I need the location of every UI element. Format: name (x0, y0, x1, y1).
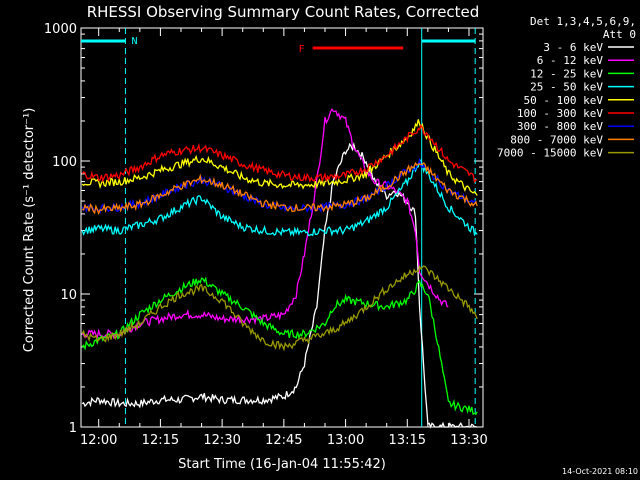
x-axis-label: Start Time (16-Jan-04 11:55:42) (178, 457, 386, 472)
legend-label: 6 - 12 keV (537, 54, 604, 67)
footer-date: 14-Oct-2021 08:10 (562, 467, 638, 476)
chart-title: RHESSI Observing Summary Count Rates, Co… (87, 3, 480, 21)
legend-header: Det 1,3,4,5,6,9, (530, 15, 636, 28)
y-tick-label: 10 (60, 288, 77, 303)
y-tick-label: 100 (52, 155, 77, 170)
x-tick-label: 12:15 (142, 433, 179, 448)
series-lines (81, 108, 478, 429)
legend-header: Att 0 (603, 28, 636, 41)
legend-label: 3 - 6 keV (543, 41, 603, 54)
legend-label: 300 - 800 keV (517, 120, 603, 133)
legend-label: 12 - 25 keV (530, 67, 603, 80)
legend-label: 50 - 100 keV (524, 94, 604, 107)
x-tick-label: 13:30 (450, 433, 487, 448)
legend-label: 100 - 300 keV (517, 107, 603, 120)
legend-label: 25 - 50 keV (530, 81, 603, 94)
plot-frame (80, 27, 484, 428)
flare-marker-label: F (299, 44, 305, 55)
y-tick-label: 1 (69, 421, 77, 436)
series-line-5 (81, 123, 478, 184)
series-line-0 (81, 141, 478, 429)
annotation-markers: NF (81, 28, 476, 427)
legend-label: 7000 - 15000 keV (497, 147, 603, 160)
y-axis: 1 10 100 1000 (44, 22, 483, 436)
x-axis: 12:00 12:15 12:30 12:45 13:00 13:15 13:30 (80, 28, 488, 448)
x-tick-label: 12:30 (203, 433, 240, 448)
series-line-7 (82, 161, 478, 216)
series-line-4 (81, 119, 478, 196)
y-axis-label: Corrected Count Rate (s⁻¹ detector⁻¹) (22, 108, 37, 353)
x-tick-label: 12:00 (80, 433, 117, 448)
series-line-2 (81, 276, 478, 416)
x-tick-label: 12:45 (265, 433, 302, 448)
legend-label: 800 - 7000 keV (510, 133, 603, 146)
night-marker-label: N (131, 36, 137, 47)
series-line-8 (81, 264, 478, 352)
series-line-3 (81, 159, 478, 237)
y-tick-label: 1000 (44, 22, 77, 37)
x-tick-label: 13:00 (327, 433, 364, 448)
x-tick-label: 13:15 (389, 433, 426, 448)
